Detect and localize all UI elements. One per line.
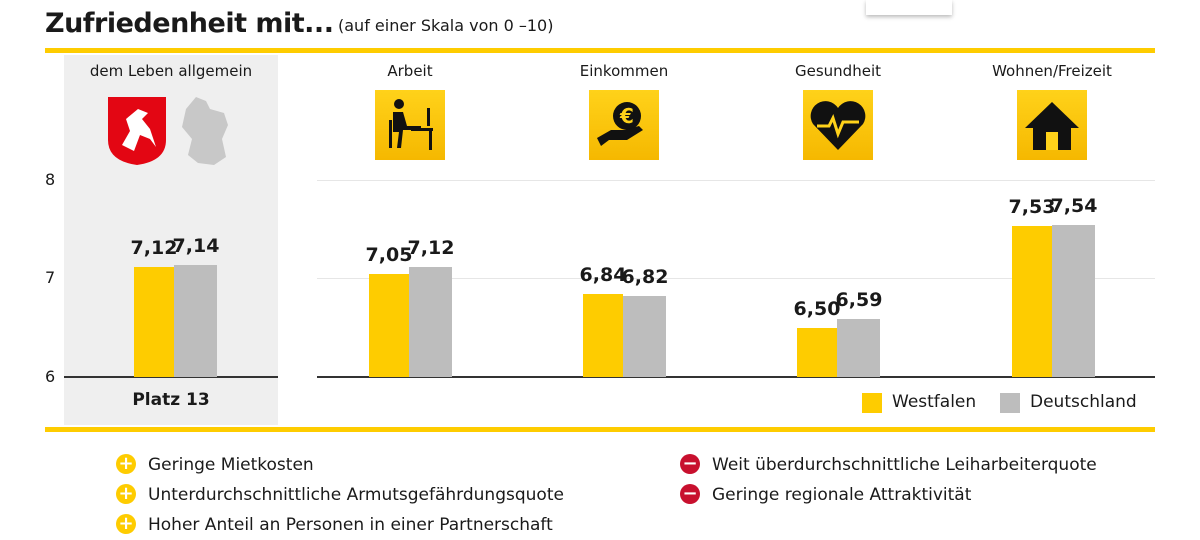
legend-label: Westfalen <box>892 392 977 412</box>
pro-item: Unterdurchschnittliche Armutsgefährdungs… <box>148 485 564 505</box>
gridline <box>317 180 1155 181</box>
data-label: 6,84 <box>579 264 627 287</box>
x-axis <box>64 376 278 378</box>
gridline <box>317 278 1155 279</box>
category-label: dem Leben allgemein <box>89 62 253 80</box>
bar-deutschland <box>1052 225 1095 377</box>
bar-deutschland <box>623 296 666 377</box>
data-label: 7,54 <box>1050 195 1098 218</box>
plus-icon: + <box>116 514 136 534</box>
bar-deutschland <box>837 318 880 377</box>
data-label: 7,14 <box>172 234 220 257</box>
category-label: Einkommen <box>579 62 669 80</box>
rank-label: Platz 13 <box>132 390 210 410</box>
minus-icon: − <box>680 484 700 504</box>
con-item: Geringe regionale Attraktivität <box>712 485 972 505</box>
minus-icon: − <box>680 454 700 474</box>
plus-icon: + <box>116 454 136 474</box>
y-tick: 7 <box>45 268 56 287</box>
bar-westfalen <box>583 294 623 377</box>
data-label: 7,12 <box>407 236 455 259</box>
plus-icon: + <box>116 484 136 504</box>
euro-hand-icon: € <box>589 90 659 160</box>
house-icon <box>1017 90 1087 160</box>
legend-label: Deutschland <box>1030 392 1137 412</box>
category-label: Wohnen/Freizeit <box>992 62 1112 80</box>
legend-swatch-deutschland <box>1000 393 1020 413</box>
x-axis <box>317 376 1155 378</box>
y-tick: 8 <box>45 170 56 189</box>
chart-subtitle: (auf einer Skala von 0 –10) <box>338 16 554 35</box>
thumbnail <box>866 0 952 15</box>
chart-title: Zufriedenheit mit... <box>45 8 334 39</box>
bar-westfalen <box>797 327 837 377</box>
data-label: 7,53 <box>1008 196 1056 219</box>
bar-westfalen <box>369 273 409 377</box>
bar-deutschland <box>174 264 217 377</box>
data-label: 7,12 <box>130 236 178 259</box>
bar-westfalen <box>1012 226 1052 377</box>
bar-westfalen <box>134 266 174 377</box>
data-label: 6,50 <box>793 297 841 320</box>
data-label: 6,59 <box>835 288 883 311</box>
desk-worker-icon <box>375 90 445 160</box>
heart-pulse-icon <box>803 90 873 160</box>
legend-swatch-westfalen <box>862 393 882 413</box>
bottom-rule <box>45 427 1155 432</box>
svg-text:€: € <box>619 104 634 128</box>
con-item: Weit überdurchschnittliche Leiharbeiterq… <box>712 455 1097 475</box>
bar-deutschland <box>409 266 452 377</box>
y-tick: 6 <box>45 367 56 386</box>
germany-map-icon <box>182 97 228 165</box>
data-label: 6,82 <box>621 266 669 289</box>
top-rule <box>45 48 1155 53</box>
pro-item: Hoher Anteil an Personen in einer Partne… <box>148 515 553 535</box>
data-label: 7,05 <box>365 243 413 266</box>
category-label: Gesundheit <box>795 62 881 80</box>
category-label: Arbeit <box>387 62 433 80</box>
pro-item: Geringe Mietkosten <box>148 455 314 475</box>
coat-of-arms-icon <box>108 97 228 165</box>
